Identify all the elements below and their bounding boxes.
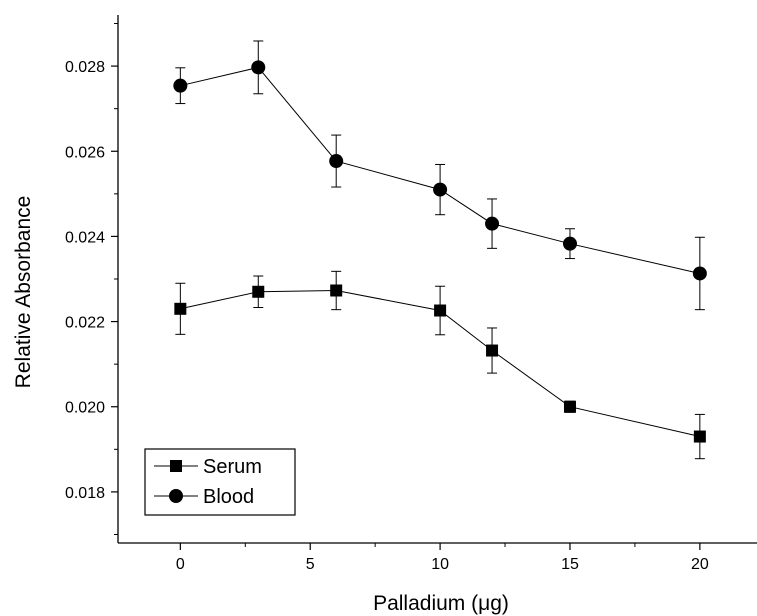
x-tick-label: 5	[306, 556, 315, 573]
data-point-serum	[252, 285, 265, 298]
legend: Serum Blood	[144, 448, 296, 516]
legend-label-blood: Blood	[203, 486, 254, 508]
legend-marker-serum	[170, 460, 182, 472]
y-tick-label: 0.022	[65, 315, 105, 332]
data-point-serum	[693, 430, 706, 443]
axes: 0 5 10 15 20 0.018 0.020 0.022 0.024 0.026 0.028	[65, 15, 757, 573]
x-tick-label: 0	[176, 556, 185, 573]
x-tick-label: 15	[561, 556, 579, 573]
data-point-blood	[562, 236, 577, 251]
y-tick-label: 0.024	[65, 229, 105, 246]
data-point-blood	[433, 182, 448, 197]
series-layer	[173, 40, 707, 460]
data-point-blood	[251, 60, 266, 75]
y-tick-label: 0.018	[65, 485, 105, 502]
x-axis-title: Palladium (μg)	[373, 592, 509, 615]
y-axis-title: Relative Absorbance	[12, 196, 35, 389]
data-point-blood	[692, 266, 707, 281]
data-point-serum	[434, 304, 447, 317]
y-tick-label: 0.026	[65, 144, 105, 161]
data-point-serum	[563, 400, 576, 413]
y-tick-label: 0.020	[65, 400, 105, 417]
data-point-serum	[174, 302, 187, 315]
data-point-serum	[330, 284, 343, 297]
data-point-blood	[329, 154, 344, 169]
data-point-serum	[486, 344, 499, 357]
data-point-blood	[173, 78, 188, 93]
legend-marker-blood	[169, 489, 183, 503]
legend-label-serum: Serum	[203, 456, 262, 478]
x-tick-label: 20	[691, 556, 709, 573]
data-point-blood	[485, 216, 500, 231]
x-tick-label: 10	[431, 556, 449, 573]
y-tick-label: 0.028	[65, 59, 105, 76]
